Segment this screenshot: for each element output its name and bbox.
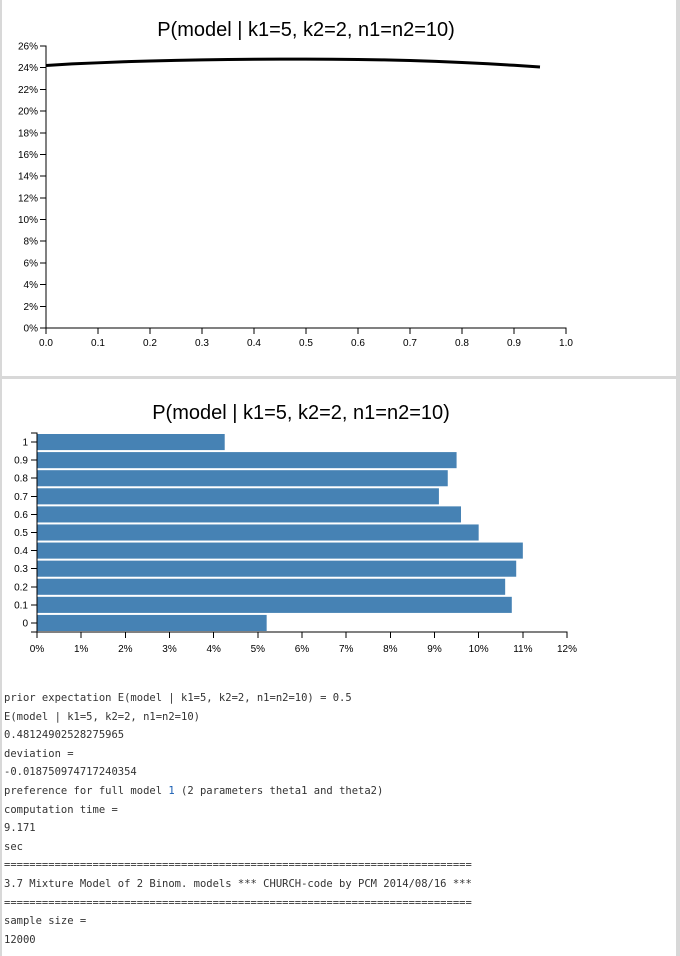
y-tick-label: 0.6 (14, 510, 28, 521)
x-tick-label: 0.4 (247, 338, 261, 349)
y-tick-label: 16% (18, 150, 38, 161)
log-rule: ========================================… (4, 859, 472, 872)
log-line: sec (4, 840, 23, 853)
y-tick-label: 6% (24, 258, 39, 269)
bar (37, 452, 457, 469)
x-tick-label: 0.2 (143, 338, 157, 349)
log-line: E(model | k1=5, k2=2, n1=n2=10) (4, 710, 200, 723)
x-tick-label: 0.7 (403, 338, 417, 349)
bar (37, 506, 461, 523)
y-tick-label: 4% (24, 280, 39, 291)
y-axis (31, 432, 38, 633)
y-tick-label: 12% (18, 193, 38, 204)
series-line (45, 57, 541, 69)
x-tick-label: 0.0 (39, 338, 53, 349)
bar (37, 434, 225, 451)
bar (37, 524, 479, 541)
y-tick-label: 0% (24, 324, 39, 335)
log-line: 9.171 (4, 822, 36, 835)
x-tick-label: 0.6 (351, 338, 365, 349)
x-tick-label: 4% (206, 644, 221, 655)
x-tick-label: 7% (339, 644, 354, 655)
y-tick-label: 0.8 (14, 474, 28, 485)
x-tick-label: 0.9 (507, 338, 521, 349)
chart-title: P(model | k1=5, k2=2, n1=n2=10) (157, 19, 455, 41)
bar (37, 542, 523, 559)
y-tick-label: 24% (18, 63, 38, 74)
x-tick-label: 12% (557, 644, 577, 655)
bar-chart: P(model | k1=5, k2=2, n1=n2=10) 1 0.9 0.8 0… (14, 402, 577, 655)
x-tick-label: 2% (118, 644, 133, 655)
y-tick-label: 0.5 (14, 528, 28, 539)
log-line: computation time = (4, 803, 118, 816)
frame-border-left (0, 0, 2, 956)
y-tick-label: 2% (24, 302, 39, 313)
x-tick-label: 0.8 (455, 338, 469, 349)
x-tick-label: 1.0 (559, 338, 573, 349)
y-tick-label: 0.1 (14, 600, 28, 611)
y-axis (40, 45, 47, 329)
chart-title: P(model | k1=5, k2=2, n1=n2=10) (152, 402, 450, 424)
y-tick-label: 0.9 (14, 456, 28, 467)
x-tick-label: 9% (427, 644, 442, 655)
x-tick-label: 1% (74, 644, 89, 655)
line-chart: P(model | k1=5, k2=2, n1=n2=10) 0% 2% 4% 6%… (18, 19, 573, 349)
chart-separator (0, 376, 680, 379)
x-tick-label: 0.5 (299, 338, 313, 349)
y-tick-label: 22% (18, 85, 38, 96)
log-line: 3.7 Mixture Model of 2 Binom. models ***… (4, 877, 472, 890)
y-tick-label: 18% (18, 128, 38, 139)
y-tick-label: 1 (22, 438, 28, 449)
frame-border-right (676, 0, 680, 956)
y-tick-label: 0.3 (14, 564, 28, 575)
log-line: 12000 (4, 933, 36, 946)
y-tick-label: 0 (22, 618, 28, 629)
x-tick-label: 10% (469, 644, 489, 655)
y-tick-label: 26% (18, 42, 38, 53)
x-tick-label: 5% (251, 644, 266, 655)
console-output: prior expectation E(model | k1=5, k2=2, … (4, 689, 664, 949)
x-tick-label: 3% (162, 644, 177, 655)
log-number: 1 (168, 784, 175, 797)
bar (37, 578, 506, 595)
x-tick-label: 6% (295, 644, 310, 655)
y-tick-label: 8% (24, 237, 39, 248)
bar (37, 596, 512, 613)
x-tick-label: 0.1 (91, 338, 105, 349)
log-line: 0.48124902528275965 (4, 729, 125, 742)
bar (37, 614, 267, 631)
x-tick-label: 0.3 (195, 338, 209, 349)
log-text: (2 parameters theta1 and theta2) (174, 784, 384, 797)
bar (37, 488, 439, 505)
log-line: preference for full model 1 (2 parameter… (4, 782, 664, 801)
y-tick-label: 0.7 (14, 492, 28, 503)
y-tick-label: 10% (18, 215, 38, 226)
log-line: prior expectation E(model | k1=5, k2=2, … (4, 692, 352, 704)
log-line: -0.018750974717240354 (4, 766, 137, 779)
y-tick-label: 14% (18, 172, 38, 183)
log-line: deviation = (4, 747, 74, 760)
y-tick-label: 0.2 (14, 582, 28, 593)
x-tick-label: 11% (513, 644, 532, 655)
y-tick-label: 0.4 (14, 546, 28, 557)
bar (37, 470, 448, 487)
x-tick-label: 8% (383, 644, 398, 655)
log-line: sample size = (4, 915, 87, 928)
bar (37, 560, 517, 577)
y-tick-label: 20% (18, 107, 38, 118)
x-tick-label: 0% (30, 644, 45, 655)
log-rule: ========================================… (4, 896, 472, 909)
log-text: preference for full model (4, 784, 169, 797)
